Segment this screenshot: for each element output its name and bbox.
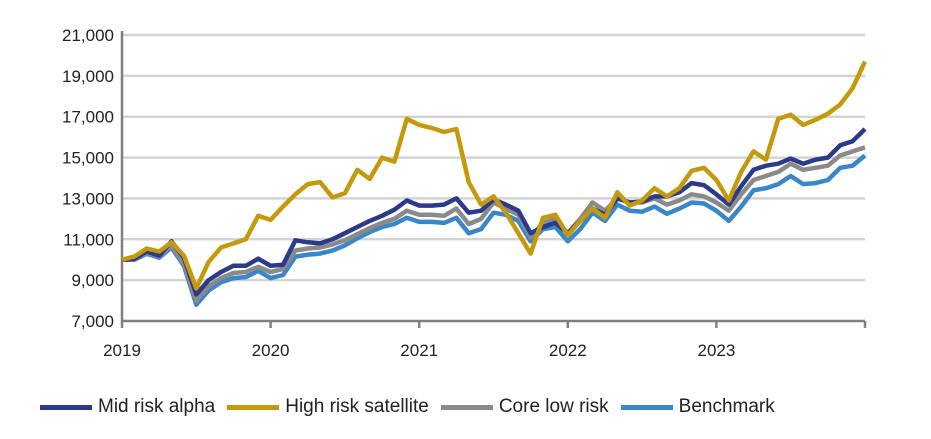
y-tick-label: 11,000 bbox=[63, 230, 114, 249]
legend-label: Mid risk alpha bbox=[98, 396, 216, 417]
x-tick-label: 2023 bbox=[697, 341, 735, 360]
legend-item-core-low-risk: Core low risk bbox=[440, 396, 609, 418]
legend: Mid risk alpha High risk satellite Core … bbox=[40, 396, 787, 418]
y-tick-label: 9,000 bbox=[71, 271, 114, 290]
legend-label: Core low risk bbox=[498, 396, 609, 417]
series-line-benchmark bbox=[122, 153, 867, 307]
legend-label: Benchmark bbox=[678, 396, 775, 417]
legend-label: High risk satellite bbox=[285, 396, 429, 417]
legend-swatch bbox=[227, 404, 280, 410]
series-line-high-risk-satellite bbox=[121, 60, 868, 291]
y-tick-label: 15,000 bbox=[62, 149, 114, 168]
legend-item-mid-risk-alpha: Mid risk alpha bbox=[40, 396, 215, 418]
y-tick-label: 13,000 bbox=[62, 189, 114, 208]
x-tick-label: 2022 bbox=[549, 341, 587, 360]
legend-item-benchmark: Benchmark bbox=[620, 396, 775, 418]
y-tick-label: 21,000 bbox=[62, 26, 114, 45]
x-tick-label: 2019 bbox=[103, 341, 141, 360]
y-tick-label: 17,000 bbox=[62, 108, 114, 127]
x-tick-label: 2020 bbox=[252, 341, 290, 360]
legend-swatch bbox=[440, 404, 493, 410]
legend-swatch bbox=[620, 404, 673, 410]
y-tick-label: 19,000 bbox=[62, 67, 114, 86]
y-tick-label: 7,000 bbox=[71, 312, 114, 331]
legend-swatch bbox=[40, 404, 92, 410]
series-line-core-low-risk bbox=[121, 145, 866, 303]
legend-item-high-risk-satellite: High risk satellite bbox=[227, 396, 429, 418]
x-tick-label: 2021 bbox=[400, 341, 438, 360]
